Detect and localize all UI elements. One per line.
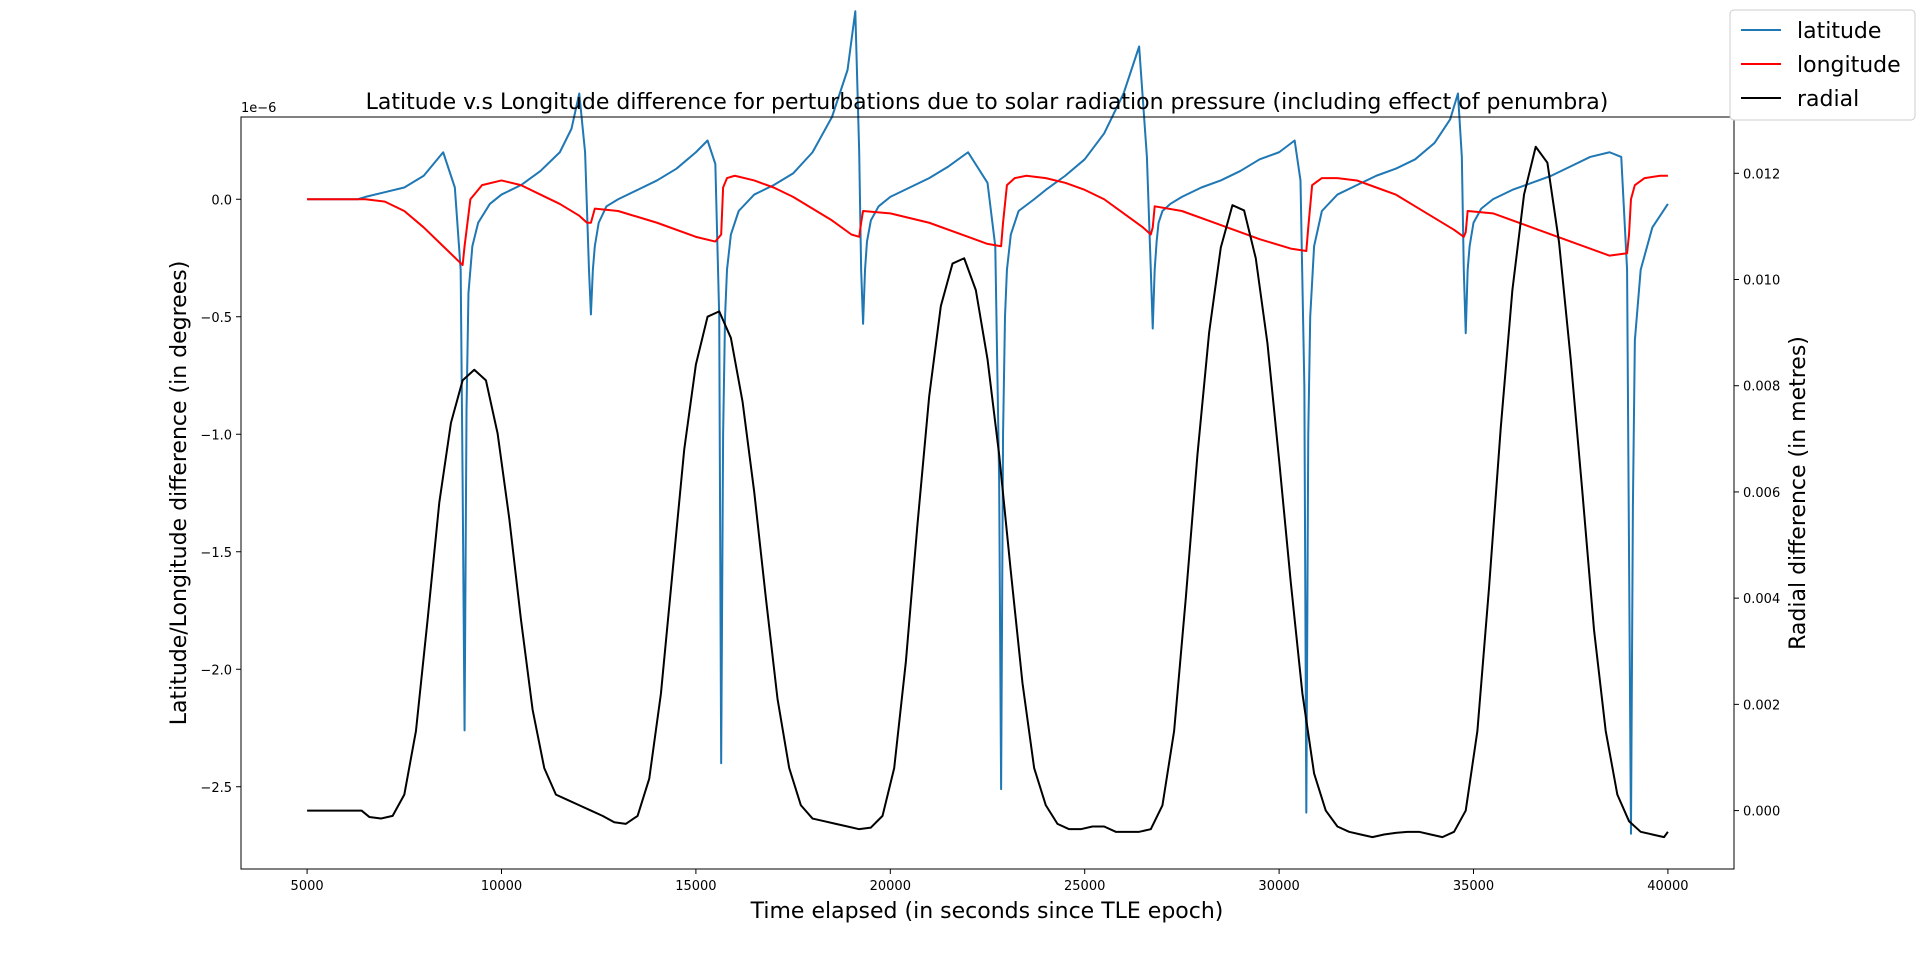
chart-title: Latitude v.s Longitude difference for pe…	[366, 90, 1609, 115]
y-axis-left-label: Latitude/Longitude difference (in degree…	[167, 261, 192, 726]
x-tick-label: 20000	[870, 879, 911, 894]
legend-label-latitude: latitude	[1797, 19, 1881, 44]
series-line-longitude	[307, 174, 1668, 267]
y-axis-right-label: Radial difference (in metres)	[1786, 336, 1811, 650]
y-left-tick-label: −2.5	[200, 781, 232, 796]
x-tick-label: 15000	[675, 879, 716, 894]
y-right-tick-label: 0.008	[1743, 380, 1780, 395]
x-tick-label: 10000	[481, 879, 522, 894]
y-right-tick-label: 0.000	[1743, 805, 1780, 820]
y-left-tick-label: −0.5	[200, 311, 232, 326]
x-tick-label: 25000	[1064, 879, 1105, 894]
y-axis-left: 0.0 −0.5 −1.0 −1.5 −2.0 −2.5	[200, 193, 241, 796]
y-right-tick-label: 0.002	[1743, 698, 1780, 713]
y-right-tick-label: 0.010	[1743, 274, 1780, 289]
legend: latitude longitude radial	[1729, 9, 1916, 121]
y-right-tick-label: 0.012	[1743, 167, 1780, 182]
y-left-tick-label: −1.0	[200, 428, 232, 443]
y-right-tick-label: 0.004	[1743, 592, 1780, 607]
series-layer	[307, 10, 1669, 839]
y-axis-left-multiplier: 1e−6	[241, 101, 276, 116]
legend-label-radial: radial	[1797, 87, 1859, 112]
legend-frame	[1729, 9, 1916, 121]
y-right-tick-label: 0.006	[1743, 486, 1780, 501]
y-left-tick-label: −1.5	[200, 546, 232, 561]
series-line-radial	[307, 145, 1669, 839]
plot-frame	[240, 116, 1735, 870]
x-axis-label: Time elapsed (in seconds since TLE epoch…	[750, 899, 1224, 924]
series-line-latitude	[307, 10, 1669, 835]
x-tick-label: 35000	[1453, 879, 1494, 894]
legend-label-longitude: longitude	[1797, 53, 1901, 78]
y-axis-right: 0.000 0.002 0.004 0.006 0.008 0.010 0.012	[1734, 167, 1780, 820]
x-tick-label: 40000	[1647, 879, 1688, 894]
plot-area	[241, 117, 1734, 869]
x-axis: 5000 10000 15000 20000 25000 30000 35000 40000	[291, 869, 1689, 894]
y-left-tick-label: −2.0	[200, 663, 232, 678]
y-left-tick-label: 0.0	[211, 193, 232, 208]
x-tick-label: 30000	[1258, 879, 1299, 894]
x-tick-label: 5000	[291, 879, 324, 894]
